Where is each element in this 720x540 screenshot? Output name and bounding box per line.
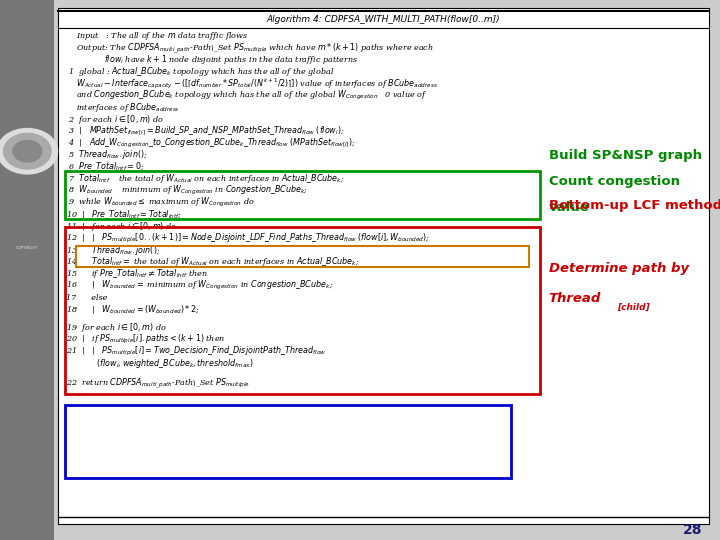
Text: COPYRIGHT: COPYRIGHT (16, 246, 39, 251)
Text: 7  $Total_{Intf}$    the total of $W_{Actual}$ on each interfaces in $Actual\_BC: 7 $Total_{Intf}$ the total of $W_{Actual… (66, 172, 345, 185)
Text: Output: The $CDPFSA_{multi\_path}$-Path\_Set $PS_{multiple}$ which have $m*(k+1): Output: The $CDPFSA_{multi\_path}$-Path\… (66, 42, 434, 56)
Text: 10  |   $Pre\_Total_{Intf}=Total_{Intf}$;: 10 | $Pre\_Total_{Intf}=Total_{Intf}$; (66, 208, 182, 221)
Text: 13      $Thread_{flow}.join()$;: 13 $Thread_{flow}.join()$; (66, 244, 161, 256)
Text: Algorithm 4: CDPFSA_WITH_MULTI_PATH(flow[0..m]): Algorithm 4: CDPFSA_WITH_MULTI_PATH(flow… (266, 15, 500, 24)
Bar (65, 405, 511, 478)
Text: Build SP&NSP graph: Build SP&NSP graph (549, 149, 701, 162)
Text: Determine path by: Determine path by (549, 262, 689, 275)
Text: 9  while $W_{bounded} \leq$ maximum of $W_{Congestion}$ do: 9 while $W_{bounded} \leq$ maximum of $W… (66, 196, 255, 209)
Text: 5  $Thread_{flow}.join()$;: 5 $Thread_{flow}.join()$; (66, 148, 148, 161)
Circle shape (0, 129, 58, 174)
Text: value: value (549, 201, 590, 214)
Text: 28: 28 (683, 523, 702, 537)
Text: interfaces of $BCube_{address}$: interfaces of $BCube_{address}$ (66, 101, 180, 114)
Text: 6  $Pre\_Total_{Intf}=0$;: 6 $Pre\_Total_{Intf}=0$; (66, 160, 145, 173)
Text: 11  |   for each $i \in [0, m)$ do: 11 | for each $i \in [0, m)$ do (66, 220, 177, 233)
Text: 14      $Total_{Intf}=$ the total of $W_{Actual}$ on each interfaces in $Actual\: 14 $Total_{Intf}=$ the total of $W_{Actu… (66, 255, 360, 268)
Text: 4  |   $Add\_W_{Congestion}\_to\_Congestion\_BCube_k\_Thread_{flow}$ $(MPathSet_: 4 | $Add\_W_{Congestion}\_to\_Congestion… (66, 137, 356, 150)
Bar (76, 246, 529, 267)
Text: 3  |   $MPathSet_{flow[i]}=Build\_SP\_and\_NSP\_MPathSet\_Thread_{flow}$ $(flow_: 3 | $MPathSet_{flow[i]}=Build\_SP\_and\_… (66, 125, 345, 138)
Text: 21  |   |   $PS_{multiple}[i]=Two\_Decision\_Find\_DisjointPath\_Thread_{flow}$: 21 | | $PS_{multiple}[i]=Two\_Decision\_… (66, 345, 327, 358)
Text: 18      |   $W_{bounded}=(W_{bounded})*2$;: 18 | $W_{bounded}=(W_{bounded})*2$; (66, 303, 200, 315)
Text: Bottom-up LCF method: Bottom-up LCF method (549, 199, 720, 212)
Text: 16      |   $W_{bounded}=$ minimum of $W_{Congestion}$ in $Congestion\_BCube_k$;: 16 | $W_{bounded}=$ minimum of $W_{Conge… (66, 279, 333, 292)
Text: 22  return $CDPFSA_{multi\_path}$-Path\_Set $PS_{multiple}$: 22 return $CDPFSA_{multi\_path}$-Path\_S… (66, 376, 251, 390)
Text: $(flow_i, weighted\_BCube_k, threshold_{fmax})$: $(flow_i, weighted\_BCube_k, threshold_{… (66, 357, 253, 370)
Circle shape (4, 133, 51, 169)
Text: $W_{Actual}-Interface_{capacity}-([\lceil df_{number}*SP_{total}/(N^{k+1}/2)\rce: $W_{Actual}-Interface_{capacity}-([\lcei… (66, 77, 438, 91)
Text: 20  |   if $PS_{multiple}[i].paths < (k+1)$ then: 20 | if $PS_{multiple}[i].paths < (k+1)$… (66, 333, 225, 346)
Text: [child]: [child] (617, 303, 649, 312)
Text: Input   : The all of the $m$ data traffic flows: Input : The all of the $m$ data traffic … (66, 30, 248, 42)
Text: $flow_i$ have $k+1$ node disjoint paths in the data traffic patterns: $flow_i$ have $k+1$ node disjoint paths … (66, 53, 359, 66)
Text: and $Congestion\_BCube_k$ topology which has the all of the global $W_{Congestio: and $Congestion\_BCube_k$ topology which… (66, 89, 428, 102)
Bar (65, 171, 540, 219)
Text: Thread: Thread (549, 292, 601, 305)
Text: 2  for each $i \in [0, m)$ do: 2 for each $i \in [0, m)$ do (66, 113, 164, 126)
Circle shape (13, 140, 42, 162)
Text: 12  |   |   $PS_{multiple}[0..(k+1)]=Node\_Disjoint\_LDF\_Find\_Paths\_Thread_{f: 12 | | $PS_{multiple}[0..(k+1)]=Node\_Di… (66, 232, 431, 245)
Text: 1  global : $Actual\_BCube_k$ topology which has the all of the global: 1 global : $Actual\_BCube_k$ topology wh… (66, 65, 335, 78)
Text: 15      if $Pre\_Total_{Intf} \neq Total_{Intf}$ then: 15 if $Pre\_Total_{Intf} \neq Total_{Int… (66, 267, 208, 280)
Text: Count congestion: Count congestion (549, 175, 680, 188)
Text: 8  $W_{bounded}$    minimum of $W_{Congestion}$ in $Congestion\_BCube_k$;: 8 $W_{bounded}$ minimum of $W_{Congestio… (66, 184, 308, 197)
Bar (65, 227, 540, 394)
Bar (0, 0, 54, 540)
Text: 19  for each $i \in [0, m)$ do: 19 for each $i \in [0, m)$ do (66, 321, 167, 334)
Text: 17      else: 17 else (66, 294, 107, 301)
